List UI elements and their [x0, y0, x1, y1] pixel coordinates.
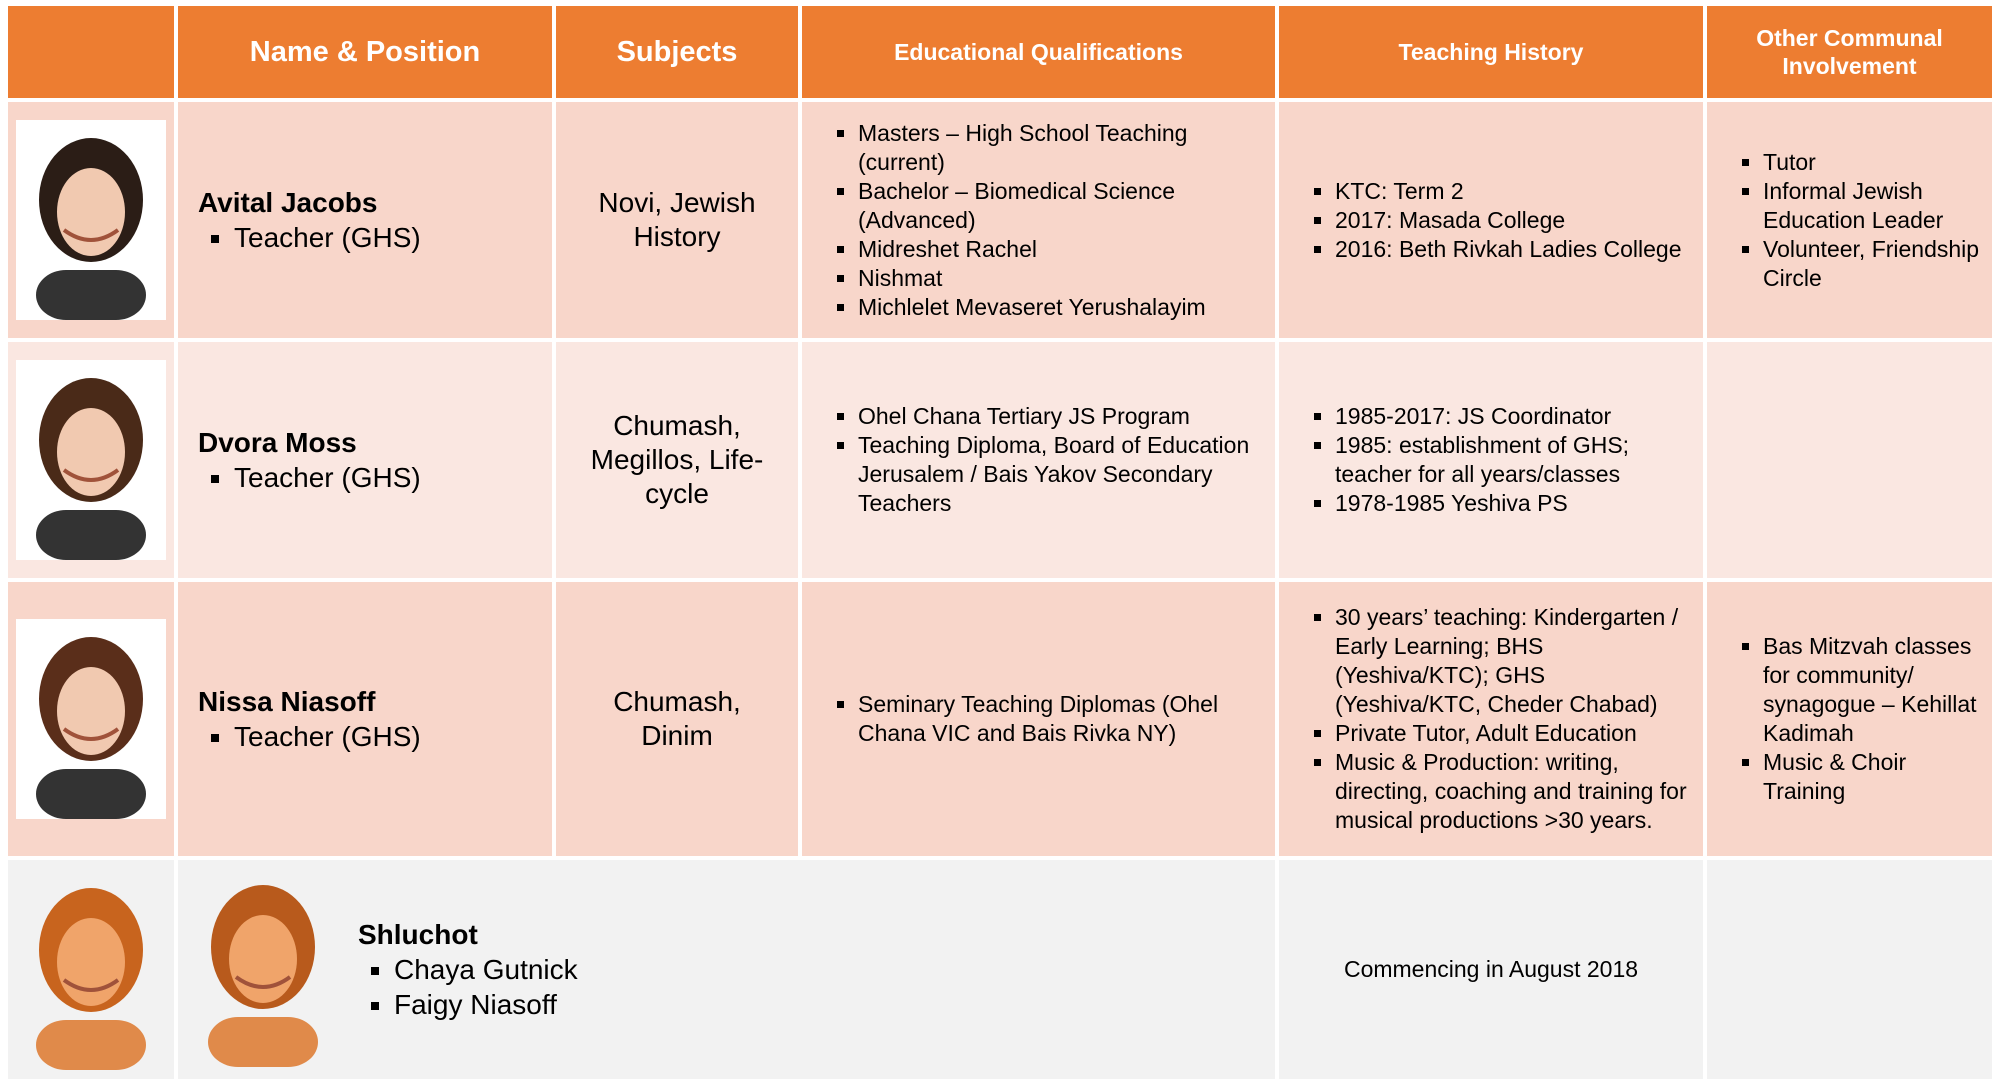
bullet-list: Chaya GutnickFaigy Niasoff	[358, 952, 578, 1022]
bullet-item: Ohel Chana Tertiary JS Program	[858, 402, 1263, 431]
header-cell: Other Communal Involvement	[1707, 6, 1992, 98]
header-cell: Educational Qualifications	[802, 6, 1275, 98]
history-cell: 1985-2017: JS Coordinator1985: establish…	[1279, 342, 1703, 578]
person-name: Avital Jacobs	[198, 187, 378, 218]
history-cell: KTC: Term 22017: Masada College2016: Bet…	[1279, 102, 1703, 338]
photo	[188, 867, 338, 1072]
bullet-item: Masters – High School Teaching (current)	[858, 119, 1263, 177]
qualifications-cell: Masters – High School Teaching (current)…	[802, 102, 1275, 338]
bullet-item: 2017: Masada College	[1335, 206, 1691, 235]
header-cell: Name & Position	[178, 6, 552, 98]
empty-cell	[1707, 860, 1992, 1079]
qualifications-cell: Ohel Chana Tertiary JS ProgramTeaching D…	[802, 342, 1275, 578]
name-cell: Avital JacobsTeacher (GHS)	[178, 102, 552, 338]
shluchot-names: ShluchotChaya GutnickFaigy Niasoff	[358, 917, 578, 1022]
bullet-item: Informal Jewish Education Leader	[1763, 177, 1980, 235]
bullet-item: 1985-2017: JS Coordinator	[1335, 402, 1691, 431]
group-title: Shluchot	[358, 919, 478, 950]
portrait	[16, 619, 166, 819]
header-cell: Subjects	[556, 6, 798, 98]
bullet-item: Music & Choir Training	[1763, 748, 1980, 806]
bullet-list: TutorInformal Jewish Education LeaderVol…	[1707, 148, 1980, 293]
bullet-item: Chaya Gutnick	[394, 952, 578, 987]
header-cell: Teaching History	[1279, 6, 1703, 98]
communal-cell	[1707, 342, 1992, 578]
name-cell: Nissa NiasoffTeacher (GHS)	[178, 582, 552, 856]
communal-cell: TutorInformal Jewish Education LeaderVol…	[1707, 102, 1992, 338]
person-name: Dvora Moss	[198, 427, 357, 458]
portrait	[16, 869, 166, 1070]
bullet-item: 1985: establishment of GHS; teacher for …	[1335, 431, 1691, 489]
bullet-list: Masters – High School Teaching (current)…	[802, 119, 1263, 322]
bullet-item: Volunteer, Friendship Circle	[1763, 235, 1980, 293]
bullet-item: Tutor	[1763, 148, 1980, 177]
bullet-list: Bas Mitzvah classes for community/ synag…	[1707, 632, 1980, 806]
name-cell: Dvora MossTeacher (GHS)	[178, 342, 552, 578]
bullet-item: Music & Production: writing, directing, …	[1335, 748, 1691, 835]
bullet-item: Seminary Teaching Diplomas (Ohel Chana V…	[858, 690, 1263, 748]
bullet-item: Teaching Diploma, Board of Education Jer…	[858, 431, 1263, 518]
shluchot-cell: ShluchotChaya GutnickFaigy Niasoff	[178, 860, 1275, 1079]
photo-cell	[8, 582, 174, 856]
bullet-item: Private Tutor, Adult Education	[1335, 719, 1691, 748]
staff-table: Name & Position Subjects Educational Quali…	[8, 6, 1992, 1079]
bullet-item: Faigy Niasoff	[394, 987, 578, 1022]
qualifications-cell: Seminary Teaching Diplomas (Ohel Chana V…	[802, 582, 1275, 856]
bullet-list: Teacher (GHS)	[198, 220, 552, 255]
bullet-item: 2016: Beth Rivkah Ladies College	[1335, 235, 1691, 264]
communal-cell: Bas Mitzvah classes for community/ synag…	[1707, 582, 1992, 856]
bullet-list: Seminary Teaching Diplomas (Ohel Chana V…	[802, 690, 1263, 748]
bullet-list: Ohel Chana Tertiary JS ProgramTeaching D…	[802, 402, 1263, 518]
bullet-list: Teacher (GHS)	[198, 460, 552, 495]
bullet-item: 1978-1985 Yeshiva PS	[1335, 489, 1691, 518]
photo-cell	[8, 342, 174, 578]
bullet-item: Nishmat	[858, 264, 1263, 293]
portrait	[188, 867, 338, 1067]
photo-cell	[8, 860, 174, 1079]
bullet-item: Michlelet Mevaseret Yerushalayim	[858, 293, 1263, 322]
bullet-item: Midreshet Rachel	[858, 235, 1263, 264]
position: Teacher (GHS)	[234, 220, 552, 255]
bullet-list: 30 years’ teaching: Kindergarten / Early…	[1279, 603, 1691, 835]
subjects-cell: Chumash, Megillos, Life-cycle	[556, 342, 798, 578]
bullet-item: 30 years’ teaching: Kindergarten / Early…	[1335, 603, 1691, 719]
portrait	[16, 360, 166, 560]
position: Teacher (GHS)	[234, 460, 552, 495]
note-cell: Commencing in August 2018	[1279, 860, 1703, 1079]
bullet-list: 1985-2017: JS Coordinator1985: establish…	[1279, 402, 1691, 518]
bullet-item: Bachelor – Biomedical Science (Advanced)	[858, 177, 1263, 235]
position: Teacher (GHS)	[234, 719, 552, 754]
bullet-item: Bas Mitzvah classes for community/ synag…	[1763, 632, 1980, 748]
subjects-cell: Chumash, Dinim	[556, 582, 798, 856]
person-name: Nissa Niasoff	[198, 686, 376, 717]
bullet-list: Teacher (GHS)	[198, 719, 552, 754]
photo-cell	[8, 102, 174, 338]
portrait	[16, 120, 166, 320]
header-cell	[8, 6, 174, 98]
subjects-cell: Novi, Jewish History	[556, 102, 798, 338]
bullet-list: KTC: Term 22017: Masada College2016: Bet…	[1279, 177, 1691, 264]
bullet-item: KTC: Term 2	[1335, 177, 1691, 206]
history-cell: 30 years’ teaching: Kindergarten / Early…	[1279, 582, 1703, 856]
